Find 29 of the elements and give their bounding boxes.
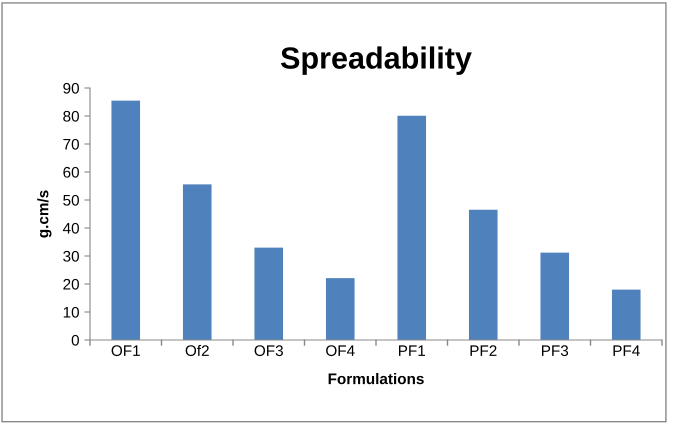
bar xyxy=(182,184,212,340)
bar xyxy=(397,116,426,340)
y-tick-label: 70 xyxy=(63,138,79,150)
y-tick-label: 50 xyxy=(63,194,79,206)
x-tick-label: PF1 xyxy=(398,345,426,356)
x-tick-label: OF3 xyxy=(254,345,283,356)
y-tick-label: 0 xyxy=(72,334,79,346)
y-tick-label: 60 xyxy=(63,166,79,178)
y-tick-label: 80 xyxy=(63,110,79,122)
x-tick-label: PF4 xyxy=(613,345,640,356)
bar xyxy=(540,252,570,340)
x-axis-title: Formulations xyxy=(328,372,424,384)
bar xyxy=(326,278,355,340)
x-tick-label: OF4 xyxy=(326,345,355,356)
x-tick-label: Of2 xyxy=(186,344,209,356)
y-tick-label: 10 xyxy=(64,306,79,318)
x-tick-label: OF1 xyxy=(112,345,140,356)
bar xyxy=(111,100,140,340)
bar xyxy=(612,290,641,340)
x-tick-label: PF2 xyxy=(470,345,496,356)
y-tick-label: 40 xyxy=(62,222,79,234)
x-tick-label: PF3 xyxy=(542,345,568,356)
y-tick-label: 90 xyxy=(63,82,79,94)
y-axis-title: g.cm/s xyxy=(37,190,52,238)
y-tick-label: 20 xyxy=(63,278,79,290)
y-tick-label: 30 xyxy=(63,250,79,262)
bar xyxy=(254,248,284,340)
chart-title: Spreadability xyxy=(280,46,472,75)
bar xyxy=(468,210,498,340)
